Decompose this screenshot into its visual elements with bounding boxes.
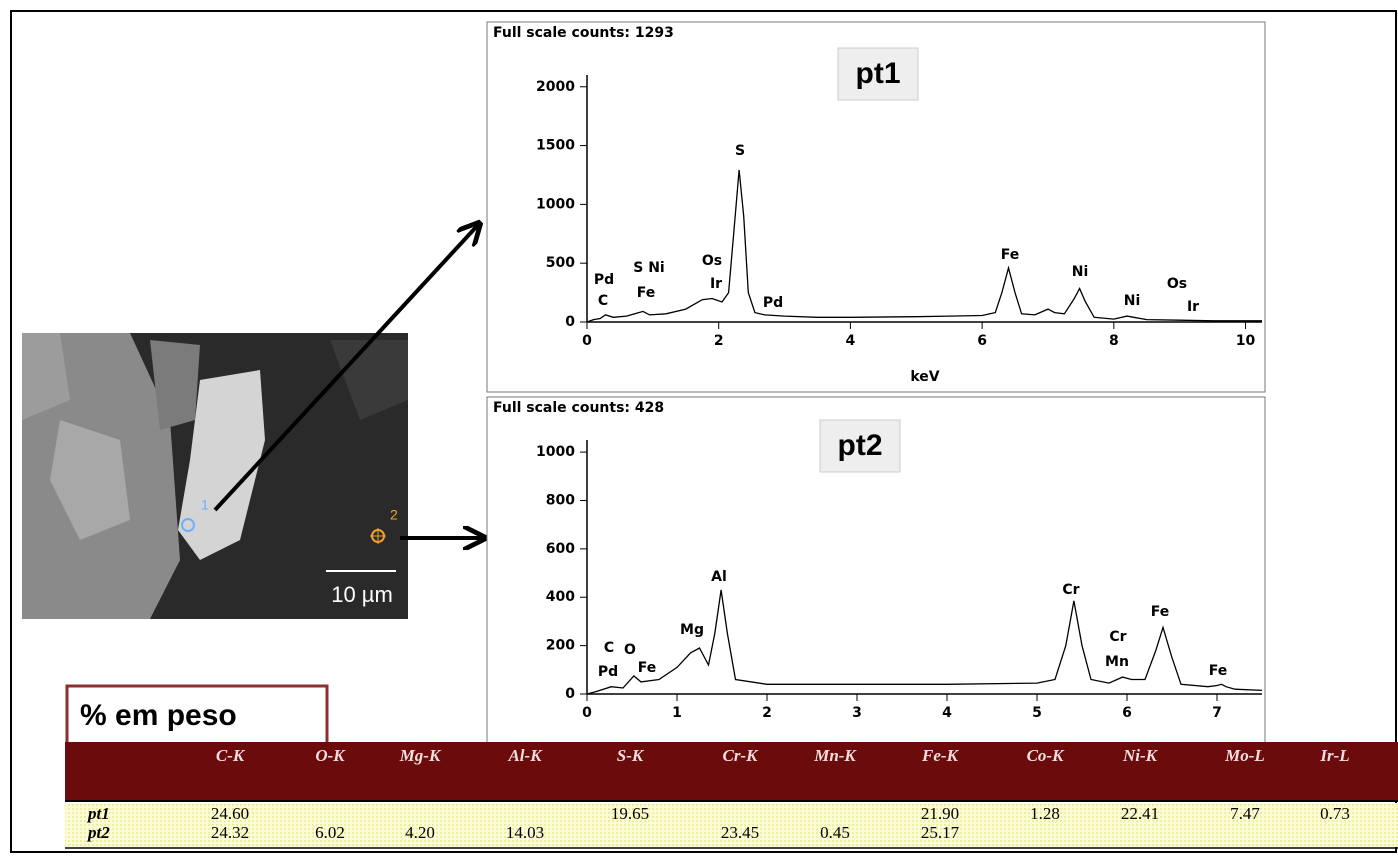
chart-title: Full scale counts: 1293 — [493, 25, 674, 41]
peak-label: Fe — [637, 285, 656, 301]
column-header: O-K — [315, 746, 346, 765]
cell: 7.47 — [1230, 804, 1260, 823]
y-tick-label: 2000 — [536, 79, 575, 95]
peak-label: S Ni — [633, 260, 664, 276]
x-tick-label: 4 — [942, 705, 952, 721]
peak-label: Ni — [1124, 293, 1141, 309]
peak-label: Cr — [1062, 582, 1079, 598]
x-tick-label: 1 — [672, 705, 682, 721]
peak-label: Ir — [1187, 299, 1199, 315]
column-header: Co-K — [1027, 746, 1066, 765]
cell: 24.60 — [211, 804, 249, 823]
x-tick-label: 6 — [977, 333, 987, 349]
cell: 6.02 — [315, 823, 345, 842]
peak-label: S — [735, 143, 745, 159]
peak-label: Mn — [1105, 654, 1129, 670]
peak-label: Cr — [1109, 629, 1126, 645]
y-tick-label: 600 — [546, 541, 575, 557]
column-header: Mn-K — [813, 746, 857, 765]
x-tick-label: 0 — [582, 705, 592, 721]
peak-label: Fe — [1151, 604, 1170, 620]
x-tick-label: 10 — [1236, 333, 1256, 349]
cell: 22.41 — [1121, 804, 1159, 823]
x-tick-label: 2 — [714, 333, 724, 349]
chart-label: pt1 — [856, 57, 901, 90]
peak-label: O — [624, 642, 636, 658]
point-label: 2 — [390, 507, 398, 523]
peak-label: Pd — [598, 664, 618, 680]
column-header: Al-K — [507, 746, 543, 765]
y-tick-label: 800 — [546, 492, 575, 508]
cell: 23.45 — [721, 823, 759, 842]
y-tick-label: 0 — [565, 686, 575, 702]
peak-label: Os — [1167, 276, 1187, 292]
x-axis-label: keV — [910, 369, 939, 385]
x-tick-label: 4 — [846, 333, 856, 349]
peak-label: Al — [711, 569, 727, 585]
chart-title: Full scale counts: 428 — [493, 400, 664, 416]
y-tick-label: 0 — [565, 314, 575, 330]
peak-label: Fe — [638, 660, 657, 676]
x-tick-label: 0 — [582, 333, 592, 349]
table: C-K O-K Mg-K Al-K S-K Cr-K Mn-K Fe-K Co-K Ni-K Mo-… — [65, 742, 1398, 848]
column-header: Ir-L — [1319, 746, 1349, 765]
cell: 14.03 — [506, 823, 544, 842]
peak-label: C — [604, 640, 614, 656]
peak-label: Ir — [710, 276, 722, 292]
column-header: Cr-K — [723, 746, 760, 765]
y-tick-label: 400 — [546, 589, 575, 605]
y-tick-label: 500 — [546, 255, 575, 271]
column-header: Mo-L — [1224, 746, 1265, 765]
cell: 24.32 — [211, 823, 249, 842]
chart: Full scale counts: 428pt2020040060080010… — [487, 397, 1265, 757]
cell: 19.65 — [611, 804, 649, 823]
column-header: Ni-K — [1122, 746, 1159, 765]
table-title: % em peso — [80, 699, 237, 732]
column-header: S-K — [617, 746, 645, 765]
x-tick-label: 2 — [762, 705, 772, 721]
column-header: Mg-K — [399, 746, 442, 765]
x-tick-label: 8 — [1109, 333, 1119, 349]
x-tick-label: 3 — [852, 705, 862, 721]
scale-label: 10 µm — [331, 582, 393, 607]
sem-image: 10 µm 1 2 — [22, 333, 408, 619]
x-tick-label: 7 — [1212, 705, 1222, 721]
y-tick-label: 1500 — [536, 138, 575, 154]
peak-label: Fe — [1001, 247, 1020, 263]
y-tick-label: 1000 — [536, 196, 575, 212]
cell: 4.20 — [405, 823, 435, 842]
cell: 1.28 — [1030, 804, 1060, 823]
cell: 0.45 — [820, 823, 850, 842]
peak-label: Os — [702, 253, 722, 269]
peak-label: Mg — [680, 622, 704, 638]
point-label: 1 — [201, 497, 209, 513]
peak-label: Pd — [763, 295, 783, 311]
chart-label: pt2 — [838, 429, 883, 462]
peak-label: Pd — [594, 272, 614, 288]
row-header: pt2 — [86, 823, 110, 842]
peak-label: C — [598, 293, 608, 309]
peak-label: Ni — [1072, 264, 1089, 280]
y-tick-label: 200 — [546, 638, 575, 654]
cell: 0.73 — [1320, 804, 1350, 823]
cell: 21.90 — [921, 804, 959, 823]
x-tick-label: 5 — [1032, 705, 1042, 721]
x-tick-label: 6 — [1122, 705, 1132, 721]
figure: 10 µm 1 2 Full scale counts: 1293pt10500… — [0, 0, 1398, 854]
peak-label: Fe — [1209, 663, 1228, 679]
column-header: Fe-K — [921, 746, 960, 765]
y-tick-label: 1000 — [536, 444, 575, 460]
row-header: pt1 — [86, 804, 110, 823]
cell: 25.17 — [921, 823, 960, 842]
chart: Full scale counts: 1293pt105001000150020… — [487, 22, 1265, 392]
column-header: C-K — [216, 746, 246, 765]
